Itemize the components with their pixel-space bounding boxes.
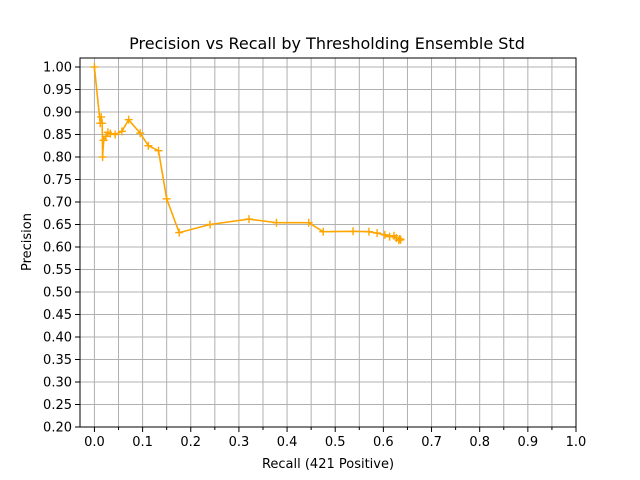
- data-point: [106, 129, 115, 138]
- x-tick-label: 0.4: [277, 435, 298, 450]
- x-tick-label: 0.2: [180, 435, 201, 450]
- x-tick-label: 0.8: [469, 435, 490, 450]
- y-tick-label: 0.45: [43, 308, 72, 323]
- y-tick-label: 0.75: [43, 173, 72, 188]
- data-point: [206, 220, 215, 229]
- data-point: [136, 129, 145, 138]
- data-point: [364, 227, 373, 236]
- data-point: [97, 112, 106, 121]
- y-tick-label: 0.95: [43, 83, 72, 98]
- y-tick-label: 0.60: [43, 241, 72, 256]
- y-tick-label: 1.00: [43, 61, 72, 76]
- y-tick-label: 0.85: [43, 128, 72, 143]
- y-axis-title: Precision: [20, 213, 35, 271]
- y-tick-label: 0.70: [43, 196, 72, 211]
- y-tick-label: 0.65: [43, 218, 72, 233]
- x-tick-label: 0.5: [325, 435, 346, 450]
- plot-frame: [79, 57, 577, 428]
- data-point: [395, 234, 404, 243]
- x-tick-label: 0.6: [373, 435, 394, 450]
- x-tick-label: 0.3: [229, 435, 250, 450]
- data-point: [98, 153, 107, 161]
- data-point: [99, 136, 108, 145]
- data-point: [111, 130, 120, 139]
- data-point: [385, 232, 394, 241]
- y-tick-label: 0.50: [43, 286, 72, 301]
- y-tick-label: 0.40: [43, 331, 72, 346]
- y-tick-label: 0.25: [43, 398, 72, 413]
- y-tick-label: 0.20: [43, 421, 72, 436]
- series-group: [90, 63, 405, 245]
- data-point: [162, 194, 171, 203]
- data-point: [144, 141, 153, 150]
- data-point: [245, 215, 254, 224]
- y-tick-label: 0.80: [43, 151, 72, 166]
- chart-title: Precision vs Recall by Thresholding Ense…: [129, 34, 525, 53]
- x-tick-label: 1.0: [566, 435, 587, 450]
- x-tick-label: 0.9: [518, 435, 539, 450]
- grid-lines: [80, 58, 577, 428]
- y-tick-label: 0.55: [43, 263, 72, 278]
- x-axis: 0.0 0.1 0.2 0.3 0.4 0.5 0.6 0.7 0.8 0.9 1.0: [84, 427, 586, 450]
- data-point: [373, 229, 382, 238]
- y-axis: 0.20 0.25 0.30 0.35 0.40 0.45 0.50 0.55 0.60 0.65…: [43, 61, 80, 436]
- data-point: [117, 127, 126, 136]
- data-point: [304, 218, 313, 227]
- data-point: [90, 63, 99, 71]
- data-point: [102, 132, 111, 141]
- y-tick-label: 0.90: [43, 106, 72, 121]
- y-tick-label: 0.35: [43, 353, 72, 368]
- x-tick-label: 0.7: [421, 435, 442, 450]
- data-point: [380, 230, 389, 239]
- x-tick-label: 0.0: [84, 435, 105, 450]
- data-point: [319, 227, 328, 236]
- data-point: [154, 146, 163, 155]
- y-tick-label: 0.30: [43, 376, 72, 391]
- x-axis-title: Recall (421 Positive): [262, 457, 394, 472]
- data-point: [98, 119, 107, 128]
- data-point: [396, 235, 405, 244]
- data-point: [124, 115, 133, 124]
- x-tick-label: 0.1: [132, 435, 153, 450]
- data-point: [349, 227, 358, 236]
- data-point: [272, 218, 281, 227]
- data-point: [175, 228, 184, 237]
